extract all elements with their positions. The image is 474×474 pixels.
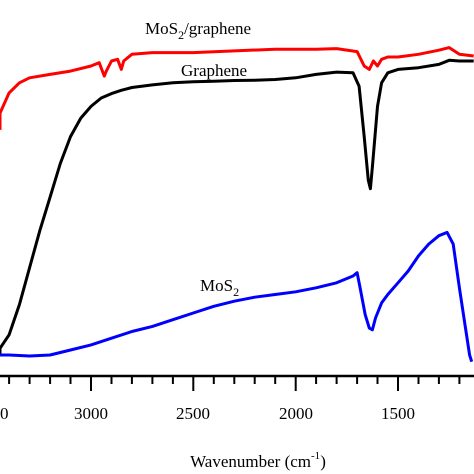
series-group: [0, 46, 474, 363]
series-line-mos2: [0, 230, 474, 363]
x-axis-title-main: Wavenumber (cm: [190, 452, 311, 471]
series-line-mos2-graphene: [0, 46, 474, 130]
series-label-mos2-graphene-rest: /graphene: [184, 19, 251, 38]
x-tick-label-partial: 0: [0, 404, 9, 423]
series-label-mos2-graphene-sub: 2: [178, 28, 184, 42]
x-axis-title-sup: -1: [311, 450, 320, 462]
x-tick-label-2000: 2000: [279, 404, 313, 423]
x-tick-label-3000: 3000: [74, 404, 108, 423]
series-label-mos2: MoS2: [200, 276, 239, 299]
x-tick-label-2500: 2500: [176, 404, 210, 423]
x-axis-title: Wavenumber (cm-1): [190, 450, 326, 471]
series-label-mos2-graphene: MoS2/graphene: [145, 19, 251, 42]
x-axis-title-close: ): [320, 452, 326, 471]
x-axis-ticks: [8, 376, 461, 391]
series-label-graphene: Graphene: [181, 61, 247, 80]
x-tick-label-1500: 1500: [381, 404, 415, 423]
series-label-mos2-main: MoS: [200, 276, 233, 295]
series-label-mos2-sub: 2: [233, 285, 239, 299]
series-label-mos2-graphene-main: MoS: [145, 19, 178, 38]
series-line-graphene: [0, 58, 474, 355]
